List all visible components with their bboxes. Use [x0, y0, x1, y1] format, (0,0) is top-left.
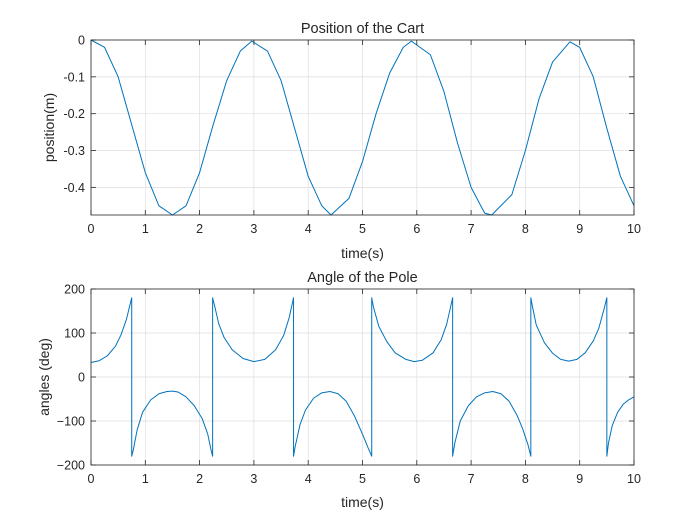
y-tick-label: -0.4 — [63, 181, 85, 195]
x-tick-label: 7 — [468, 472, 475, 486]
x-tick-label: 3 — [250, 222, 257, 236]
tick-labels: 0 1 2 3 4 5 6 7 8 9 10 200 100 0 −100 −200 — [57, 283, 641, 487]
x-tick-label: 2 — [196, 472, 203, 486]
x-tick-label: 4 — [305, 222, 312, 236]
x-tick-label: 5 — [359, 472, 366, 486]
x-tick-label: 8 — [522, 222, 529, 236]
tick-labels: 0 1 2 3 4 5 6 7 8 9 10 0 -0.1 -0.2 -0.3 -0.4 — [63, 34, 641, 237]
x-tick-label: 5 — [359, 222, 366, 236]
x-tick-label: 10 — [627, 472, 641, 486]
series-group — [90, 39, 635, 216]
cart-position-axes: 0 1 2 3 4 5 6 7 8 9 10 0 -0.1 -0.2 -0.3 -0.4 Position o… — [41, 21, 641, 261]
y-tick-label: -0.2 — [63, 107, 85, 121]
x-tick-label: 1 — [142, 222, 149, 236]
x-tick-label: 6 — [413, 472, 420, 486]
chart-title: Position of the Cart — [301, 21, 424, 37]
x-tick-label: 4 — [305, 472, 312, 486]
y-tick-label: −100 — [57, 415, 85, 429]
tick-marks — [90, 39, 635, 215]
x-tick-label: 0 — [88, 472, 95, 486]
tick-marks — [90, 288, 635, 466]
y-axis-label: angles (deg) — [36, 338, 52, 416]
x-tick-label: 0 — [88, 222, 95, 236]
y-tick-label: 0 — [78, 34, 85, 48]
series-line — [90, 39, 635, 216]
y-tick-label: 100 — [64, 327, 85, 341]
x-tick-label: 7 — [468, 222, 475, 236]
pole-angle-axes: 0 1 2 3 4 5 6 7 8 9 10 200 100 0 −100 −200 Angle of the… — [36, 270, 641, 510]
chart-title: Angle of the Pole — [307, 270, 417, 286]
x-tick-label: 1 — [142, 472, 149, 486]
y-tick-label: 0 — [78, 371, 85, 385]
y-tick-label: 200 — [64, 283, 85, 297]
x-tick-label: 2 — [196, 222, 203, 236]
series-group — [90, 297, 635, 457]
y-tick-label: -0.3 — [63, 144, 85, 158]
y-axis-label: position(m) — [41, 93, 57, 162]
series-line — [90, 297, 635, 457]
x-tick-label: 6 — [413, 222, 420, 236]
x-tick-label: 3 — [250, 472, 257, 486]
x-tick-label: 9 — [576, 472, 583, 486]
x-axis-label: time(s) — [341, 245, 384, 261]
x-tick-label: 10 — [627, 222, 641, 236]
x-axis-label: time(s) — [341, 494, 384, 510]
y-tick-label: -0.1 — [63, 70, 85, 84]
y-tick-label: −200 — [57, 459, 85, 473]
x-tick-label: 8 — [522, 472, 529, 486]
x-tick-label: 9 — [576, 222, 583, 236]
